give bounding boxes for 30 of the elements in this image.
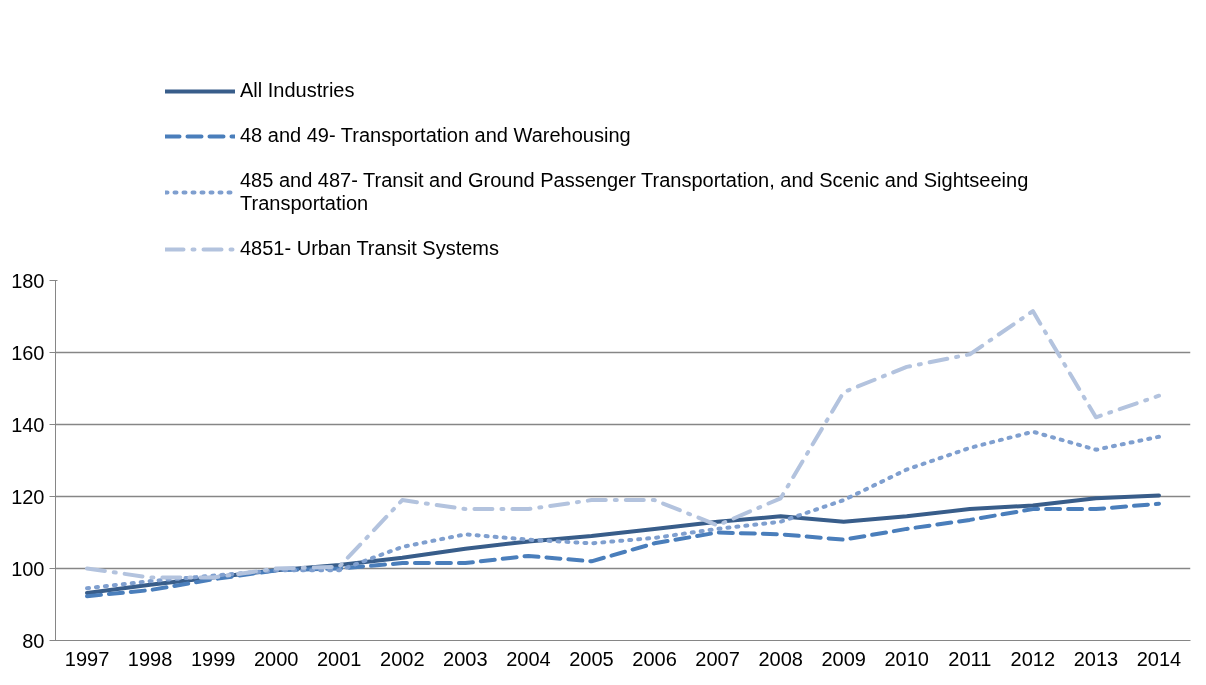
legend-label: 48 and 49- Transportation and Warehousing: [240, 124, 631, 147]
x-tick-label: 2003: [443, 647, 488, 670]
y-tick-label: 180: [11, 269, 45, 292]
x-tick-label: 2006: [632, 647, 677, 670]
y-tick-label: 160: [11, 341, 45, 364]
y-tick-label: 120: [11, 485, 45, 508]
x-tick-label: 2007: [695, 647, 740, 670]
x-tick-label: 2008: [758, 647, 803, 670]
line-series: [85, 309, 1161, 580]
x-tick-label: 1999: [190, 647, 236, 670]
x-tick-label: 2000: [253, 647, 299, 670]
legend-label: 4851- Urban Transit Systems: [240, 237, 499, 260]
x-tick-label: 2014: [1136, 647, 1182, 670]
y-tick-label: 140: [11, 413, 45, 436]
line-series: [85, 429, 1161, 591]
x-tick-label: 2009: [821, 647, 866, 670]
x-tick-label: 2002: [380, 647, 425, 670]
x-tick-label: 2004: [506, 647, 551, 670]
y-tick-label: 80: [22, 629, 45, 652]
x-tick-label: 1998: [127, 647, 173, 670]
x-tick-label: 2005: [569, 647, 614, 670]
x-tick-label: 2012: [1010, 647, 1056, 670]
y-tick-label: 100: [11, 557, 45, 580]
x-tick-label: 1997: [64, 647, 110, 670]
x-tick-label: 2011: [948, 647, 992, 670]
x-tick-label: 2001: [317, 647, 362, 670]
legend-label: All Industries: [240, 79, 355, 102]
x-tick-label: 2013: [1073, 647, 1119, 670]
x-tick-label: 2010: [884, 647, 929, 670]
legend-label: 485 and 487- Transit and Ground Passenger Transportation, and Scenic and Sightseeing Transportation: [240, 169, 1029, 215]
